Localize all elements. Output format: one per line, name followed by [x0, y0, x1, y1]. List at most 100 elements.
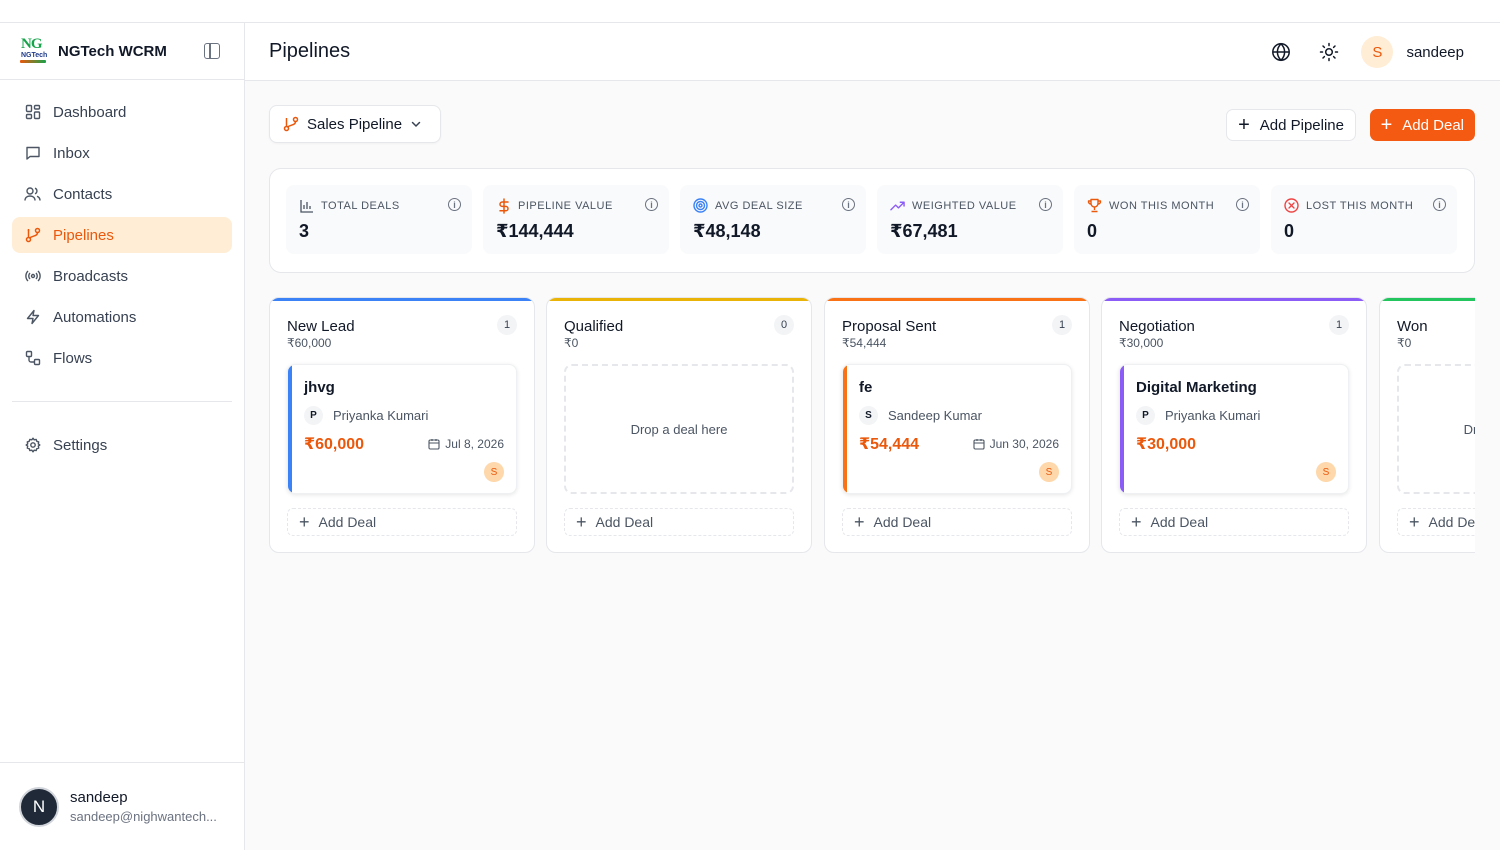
deal-card[interactable]: fe S Sandeep Kumar ₹54,444 Jun 30, 2026 … — [842, 364, 1072, 494]
stat-header: WEIGHTED VALUE — [890, 198, 1017, 213]
column-count-badge: 0 — [774, 315, 794, 335]
column-color-bar — [547, 298, 811, 301]
column-title: Won — [1397, 318, 1428, 335]
pipeline-select[interactable]: Sales Pipeline — [269, 105, 441, 143]
add-deal-label: Add Deal — [595, 514, 654, 530]
pipeline-toolbar: Sales Pipeline + Add Pipeline + Add Deal — [269, 105, 1475, 143]
drop-zone[interactable]: Drop a deal here — [564, 364, 794, 494]
info-icon[interactable]: i — [448, 198, 461, 211]
deal-value: ₹54,444 — [859, 436, 920, 453]
column-title: Proposal Sent — [842, 318, 937, 335]
deal-owner-avatar: S — [1039, 462, 1059, 482]
sidebar-item-dashboard[interactable]: Dashboard — [12, 94, 232, 130]
contact-name: Priyanka Kumari — [333, 408, 429, 423]
info-icon[interactable]: i — [842, 198, 855, 211]
column-won: Won ₹0 Drop a deal here + Add Deal — [1379, 297, 1475, 553]
header-avatar[interactable]: S — [1361, 36, 1394, 68]
sidebar-item-pipelines[interactable]: Pipelines — [12, 217, 232, 253]
column-new-lead: New Lead ₹60,000 1 jhvg P Priyanka Kumar… — [269, 297, 535, 553]
header-username[interactable]: sandeep — [1406, 43, 1464, 61]
column-add-deal-button[interactable]: + Add Deal — [564, 508, 794, 536]
plus-icon: + — [854, 512, 865, 532]
info-icon[interactable]: i — [1039, 198, 1052, 211]
deal-date-text: Jun 30, 2026 — [989, 437, 1059, 451]
brand-logo[interactable]: NG NGTech — [20, 36, 48, 65]
user-email: sandeep@nighwantech... — [70, 809, 217, 824]
deal-card[interactable]: Digital Marketing P Priyanka Kumari ₹30,… — [1119, 364, 1349, 494]
deal-owner-avatar: S — [1316, 462, 1336, 482]
sidebar-item-flows[interactable]: Flows — [12, 340, 232, 376]
x-circle-icon — [1284, 198, 1299, 213]
contact-name: Priyanka Kumari — [1165, 408, 1261, 423]
column-add-deal-button[interactable]: + Add Deal — [1119, 508, 1349, 536]
info-icon[interactable]: i — [1236, 198, 1249, 211]
column-add-deal-button[interactable]: + Add Deal — [1397, 508, 1475, 536]
contact-avatar: P — [1136, 406, 1155, 425]
column-amount: ₹0 — [564, 336, 579, 350]
gear-icon — [24, 437, 41, 454]
main-content: Pipelines S sandeep Sales Pipeline + Add… — [245, 23, 1500, 850]
brand: NG NGTech NGTech WCRM — [0, 23, 244, 80]
deal-card[interactable]: jhvg P Priyanka Kumari ₹60,000 Jul 8, 20… — [287, 364, 517, 494]
sidebar-item-label: Contacts — [53, 185, 113, 203]
stat-header: WON THIS MONTH — [1087, 198, 1214, 213]
stat-avg-deal-size: AVG DEAL SIZE i ₹48,148 — [680, 185, 866, 254]
info-icon[interactable]: i — [1433, 198, 1446, 211]
sidebar-item-broadcasts[interactable]: Broadcasts — [12, 258, 232, 294]
sidebar-nav: Dashboard Inbox Contacts Pipelines Broad… — [0, 80, 244, 463]
chevron-down-icon — [410, 118, 422, 130]
avatar: N — [19, 786, 59, 827]
trophy-icon — [1087, 198, 1102, 213]
stat-label: WEIGHTED VALUE — [912, 199, 1017, 212]
drop-zone[interactable]: Drop a deal here — [1397, 364, 1475, 494]
column-title: Qualified — [564, 318, 624, 335]
column-qualified: Qualified ₹0 0 Drop a deal here + Add De… — [546, 297, 812, 553]
logo-mark: NG — [21, 36, 42, 52]
add-pipeline-button[interactable]: + Add Pipeline — [1226, 109, 1356, 141]
add-deal-label: Add Deal — [318, 514, 377, 530]
deal-contact: S Sandeep Kumar — [859, 406, 982, 425]
column-color-bar — [1380, 298, 1475, 301]
sidebar: NG NGTech NGTech WCRM Dashboard Inbox Co… — [0, 23, 245, 850]
users-icon — [24, 186, 41, 203]
column-add-deal-button[interactable]: + Add Deal — [287, 508, 517, 536]
globe-icon[interactable] — [1271, 42, 1291, 62]
sidebar-item-label: Settings — [53, 436, 108, 454]
add-deal-button[interactable]: + Add Deal — [1369, 109, 1475, 141]
stat-label: PIPELINE VALUE — [518, 199, 613, 212]
radio-icon — [24, 268, 41, 285]
contact-avatar: P — [304, 406, 323, 425]
user-info: sandeep sandeep@nighwantech... — [70, 789, 217, 824]
info-icon[interactable]: i — [645, 198, 658, 211]
sidebar-item-label: Pipelines — [53, 226, 114, 244]
deal-owner-avatar: S — [484, 462, 504, 482]
column-add-deal-button[interactable]: + Add Deal — [842, 508, 1072, 536]
stat-header: LOST THIS MONTH — [1284, 198, 1413, 213]
stat-label: TOTAL DEALS — [321, 199, 400, 212]
sidebar-collapse-icon[interactable] — [204, 43, 220, 59]
plus-icon: + — [299, 512, 310, 532]
sidebar-item-settings[interactable]: Settings — [12, 427, 232, 463]
deal-stripe — [1120, 365, 1124, 493]
sidebar-item-label: Dashboard — [53, 103, 127, 121]
sidebar-item-inbox[interactable]: Inbox — [12, 135, 232, 171]
sidebar-item-label: Flows — [53, 349, 93, 367]
logo-subtext: NGTech — [21, 52, 48, 59]
stat-pipeline-value: PIPELINE VALUE i ₹144,444 — [483, 185, 669, 254]
deal-date: Jul 8, 2026 — [428, 437, 504, 451]
plus-icon: + — [1409, 512, 1420, 532]
user-name: sandeep — [70, 789, 128, 806]
sun-icon[interactable] — [1319, 42, 1339, 62]
message-square-icon — [24, 145, 41, 162]
dashboard-icon — [24, 104, 41, 121]
sidebar-item-contacts[interactable]: Contacts — [12, 176, 232, 212]
nav-divider — [12, 401, 232, 402]
sidebar-item-automations[interactable]: Automations — [12, 299, 232, 335]
column-amount: ₹60,000 — [287, 336, 332, 350]
sidebar-user-profile[interactable]: N sandeep sandeep@nighwantech... — [0, 762, 244, 850]
plus-icon: + — [576, 512, 587, 532]
add-pipeline-label: Add Pipeline — [1259, 116, 1344, 134]
stat-won-this-month: WON THIS MONTH i 0 — [1074, 185, 1260, 254]
stat-value: 3 — [299, 221, 310, 241]
stat-value: ₹67,481 — [890, 221, 958, 241]
